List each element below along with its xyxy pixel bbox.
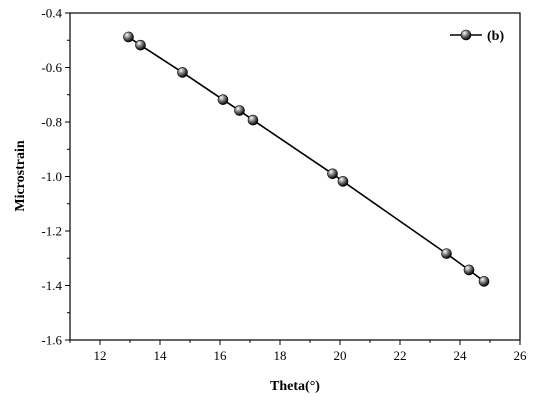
data-point <box>177 67 188 78</box>
x-tick-label: 20 <box>334 348 347 363</box>
x-tick-label: 12 <box>94 348 107 363</box>
plot-frame <box>69 12 521 341</box>
x-tick-label: 18 <box>274 348 287 363</box>
y-tick-label: -1.6 <box>41 333 62 348</box>
y-tick-label: -1.4 <box>41 278 62 293</box>
x-tick-label: 22 <box>394 348 407 363</box>
axis-ticks: 12 14 16 18 20 22 24 26 -0.4 -0.6 -0.8 -1.0 -1.2 -1.4… <box>41 6 527 364</box>
y-tick-label: -0.8 <box>41 115 62 130</box>
data-point <box>478 276 490 287</box>
data-point <box>234 105 245 116</box>
y-tick-label: -1.2 <box>41 224 62 239</box>
y-tick-label: -0.4 <box>41 6 62 21</box>
legend-label: (b) <box>487 29 504 44</box>
y-tick-label: -0.6 <box>41 60 62 75</box>
data-point <box>123 31 134 43</box>
data-point <box>327 168 338 180</box>
y-axis-title: Microstrain <box>13 140 28 211</box>
x-axis-title: Theta(°) <box>270 379 320 394</box>
data-point <box>441 248 452 259</box>
x-tick-label: 14 <box>154 348 168 363</box>
data-point <box>463 264 475 276</box>
legend: (b) <box>450 29 504 44</box>
x-tick-label: 26 <box>514 348 528 363</box>
x-tick-label: 24 <box>454 348 468 363</box>
data-point <box>217 94 229 105</box>
legend-marker <box>460 29 472 41</box>
data-point <box>337 176 349 187</box>
x-tick-label: 16 <box>214 348 228 363</box>
series-layer <box>123 31 490 287</box>
data-point <box>135 39 146 51</box>
y-tick-label: -1.0 <box>41 169 62 184</box>
data-point <box>247 114 259 126</box>
